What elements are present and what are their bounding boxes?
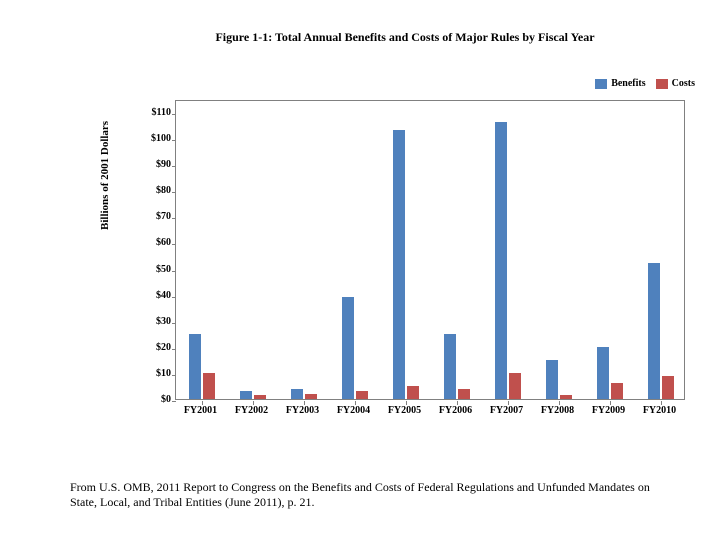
y-tick-mark xyxy=(172,192,176,193)
bar xyxy=(611,383,623,399)
legend-swatch xyxy=(595,79,607,89)
bar xyxy=(509,373,521,399)
x-tick-label: FY2008 xyxy=(532,405,583,416)
y-tick-label: $70 xyxy=(135,211,171,222)
plot-area xyxy=(175,100,685,400)
y-tick-label: $10 xyxy=(135,368,171,379)
legend-label: Costs xyxy=(672,78,695,89)
bar xyxy=(393,130,405,399)
x-tick-label: FY2007 xyxy=(481,405,532,416)
y-tick-label: $80 xyxy=(135,185,171,196)
y-tick-label: $60 xyxy=(135,237,171,248)
y-tick-label: $40 xyxy=(135,290,171,301)
page: Figure 1-1: Total Annual Benefits and Co… xyxy=(0,0,720,540)
x-tick-label: FY2006 xyxy=(430,405,481,416)
bar xyxy=(546,360,558,399)
legend-swatch xyxy=(656,79,668,89)
bar xyxy=(560,395,572,399)
bar xyxy=(189,334,201,399)
y-tick-mark xyxy=(172,218,176,219)
y-tick-label: $110 xyxy=(135,107,171,118)
y-axis-label: Billions of 2001 Dollars xyxy=(99,121,111,230)
x-tick-label: FY2003 xyxy=(277,405,328,416)
y-tick-mark xyxy=(172,140,176,141)
x-tick-label: FY2001 xyxy=(175,405,226,416)
bar xyxy=(407,386,419,399)
y-tick-label: $100 xyxy=(135,133,171,144)
y-tick-mark xyxy=(172,244,176,245)
y-tick-mark xyxy=(172,349,176,350)
bar xyxy=(342,297,354,399)
caption-text: From U.S. OMB, 2011 Report to Congress o… xyxy=(70,480,650,510)
x-tick-label: FY2002 xyxy=(226,405,277,416)
y-tick-mark xyxy=(172,323,176,324)
y-tick-mark xyxy=(172,401,176,402)
bar xyxy=(203,373,215,399)
bar xyxy=(356,391,368,399)
y-tick-label: $20 xyxy=(135,342,171,353)
bar xyxy=(444,334,456,399)
y-tick-mark xyxy=(172,114,176,115)
y-tick-mark xyxy=(172,375,176,376)
legend-label: Benefits xyxy=(611,78,645,89)
chart-title: Figure 1-1: Total Annual Benefits and Co… xyxy=(95,30,715,45)
bar xyxy=(648,263,660,399)
y-tick-label: $0 xyxy=(135,394,171,405)
bar xyxy=(662,376,674,399)
legend: Benefits Costs xyxy=(585,78,695,92)
chart-container: Figure 1-1: Total Annual Benefits and Co… xyxy=(95,30,715,450)
x-tick-label: FY2004 xyxy=(328,405,379,416)
bar xyxy=(495,122,507,399)
bar xyxy=(254,395,266,399)
y-tick-label: $90 xyxy=(135,159,171,170)
bar xyxy=(291,389,303,399)
legend-item: Benefits xyxy=(595,78,645,89)
x-tick-label: FY2005 xyxy=(379,405,430,416)
legend-item: Costs xyxy=(656,78,695,89)
x-tick-label: FY2010 xyxy=(634,405,685,416)
bar xyxy=(458,389,470,399)
bar xyxy=(240,391,252,399)
y-tick-mark xyxy=(172,166,176,167)
y-tick-label: $50 xyxy=(135,264,171,275)
bar xyxy=(305,394,317,399)
x-tick-label: FY2009 xyxy=(583,405,634,416)
y-tick-label: $30 xyxy=(135,316,171,327)
bar xyxy=(597,347,609,399)
y-tick-mark xyxy=(172,271,176,272)
y-tick-mark xyxy=(172,297,176,298)
